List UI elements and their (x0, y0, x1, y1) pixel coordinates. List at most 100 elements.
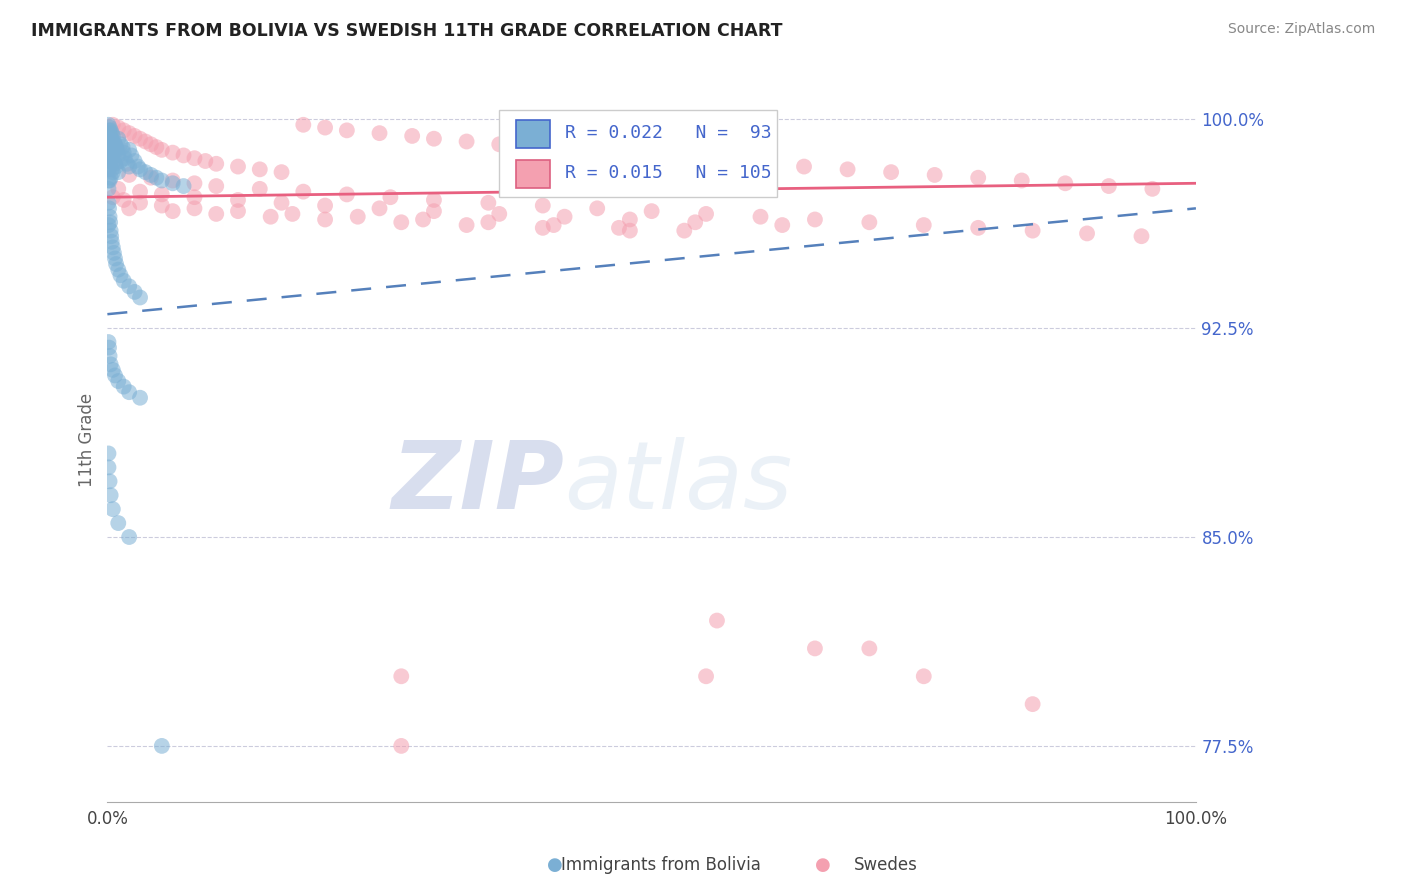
Point (112, 274, 135, 288)
Point (101, 190, 124, 204)
Point (110, 137, 132, 152)
Point (100, 126, 122, 140)
Point (162, 145, 184, 160)
Point (456, 218, 478, 232)
Point (531, 220, 554, 235)
Text: Swedes: Swedes (853, 856, 918, 874)
Point (100, 153, 122, 168)
Point (98, 148, 121, 162)
Point (1054, 176, 1077, 190)
Point (967, 220, 990, 235)
Point (194, 153, 217, 168)
Point (107, 516, 129, 530)
Point (858, 215, 880, 229)
Point (673, 224, 696, 238)
Point (101, 145, 124, 160)
Point (749, 210, 772, 224)
Point (292, 118, 315, 132)
Point (112, 145, 135, 160)
Point (162, 173, 184, 187)
Point (98, 349, 121, 363)
Point (129, 132, 152, 146)
Point (110, 268, 132, 283)
Text: IMMIGRANTS FROM BOLIVIA VS SWEDISH 11TH GRADE CORRELATION CHART: IMMIGRANTS FROM BOLIVIA VS SWEDISH 11TH … (31, 22, 782, 40)
Point (249, 182, 271, 196)
Point (619, 148, 641, 162)
Point (336, 187, 359, 202)
Point (115, 157, 138, 171)
Point (97, 153, 120, 168)
Point (804, 212, 827, 227)
Point (97, 126, 120, 140)
Point (1130, 229, 1153, 244)
Point (226, 160, 249, 174)
Point (412, 212, 434, 227)
Point (150, 198, 173, 212)
Point (205, 179, 228, 194)
Text: atlas: atlas (565, 437, 793, 528)
Point (104, 137, 127, 152)
FancyBboxPatch shape (516, 120, 550, 148)
Point (1098, 179, 1121, 194)
Point (100, 137, 122, 152)
Point (97, 145, 120, 160)
Point (118, 168, 141, 182)
Point (205, 207, 228, 221)
Point (1011, 173, 1033, 187)
Point (314, 198, 336, 212)
Point (107, 120, 129, 135)
Point (150, 173, 173, 187)
Point (129, 195, 152, 210)
Point (1021, 697, 1043, 711)
Point (226, 204, 249, 219)
Point (1021, 224, 1043, 238)
Point (314, 120, 336, 135)
Point (139, 168, 162, 182)
Point (134, 135, 156, 149)
Point (619, 212, 641, 227)
Point (924, 168, 946, 182)
Point (173, 148, 195, 162)
Point (118, 160, 141, 174)
Point (912, 669, 935, 683)
Point (260, 210, 283, 224)
Point (100, 170, 122, 185)
Point (401, 128, 423, 143)
Point (270, 165, 292, 179)
Point (100, 229, 122, 244)
Point (97, 162, 120, 177)
Point (103, 246, 125, 260)
Point (368, 202, 391, 216)
Point (336, 123, 359, 137)
Point (793, 160, 815, 174)
Point (706, 614, 728, 628)
Point (105, 140, 128, 154)
Point (112, 123, 135, 137)
Point (107, 148, 129, 162)
Point (97, 135, 120, 149)
Point (100, 235, 122, 249)
Point (105, 257, 128, 271)
Point (100, 224, 122, 238)
Point (543, 218, 565, 232)
Point (105, 143, 128, 157)
Point (111, 140, 134, 154)
Point (183, 151, 205, 165)
Text: Source: ZipAtlas.com: Source: ZipAtlas.com (1227, 22, 1375, 37)
Point (183, 176, 205, 190)
Point (249, 162, 271, 177)
Point (619, 224, 641, 238)
Point (292, 185, 315, 199)
Point (554, 210, 576, 224)
Point (389, 215, 412, 229)
Point (129, 162, 152, 177)
Text: ZIP: ZIP (392, 437, 565, 529)
Point (270, 195, 292, 210)
Point (150, 143, 173, 157)
Point (837, 162, 859, 177)
Point (98, 475, 121, 489)
Point (100, 132, 122, 146)
Point (183, 202, 205, 216)
Point (127, 160, 149, 174)
Point (107, 262, 129, 277)
